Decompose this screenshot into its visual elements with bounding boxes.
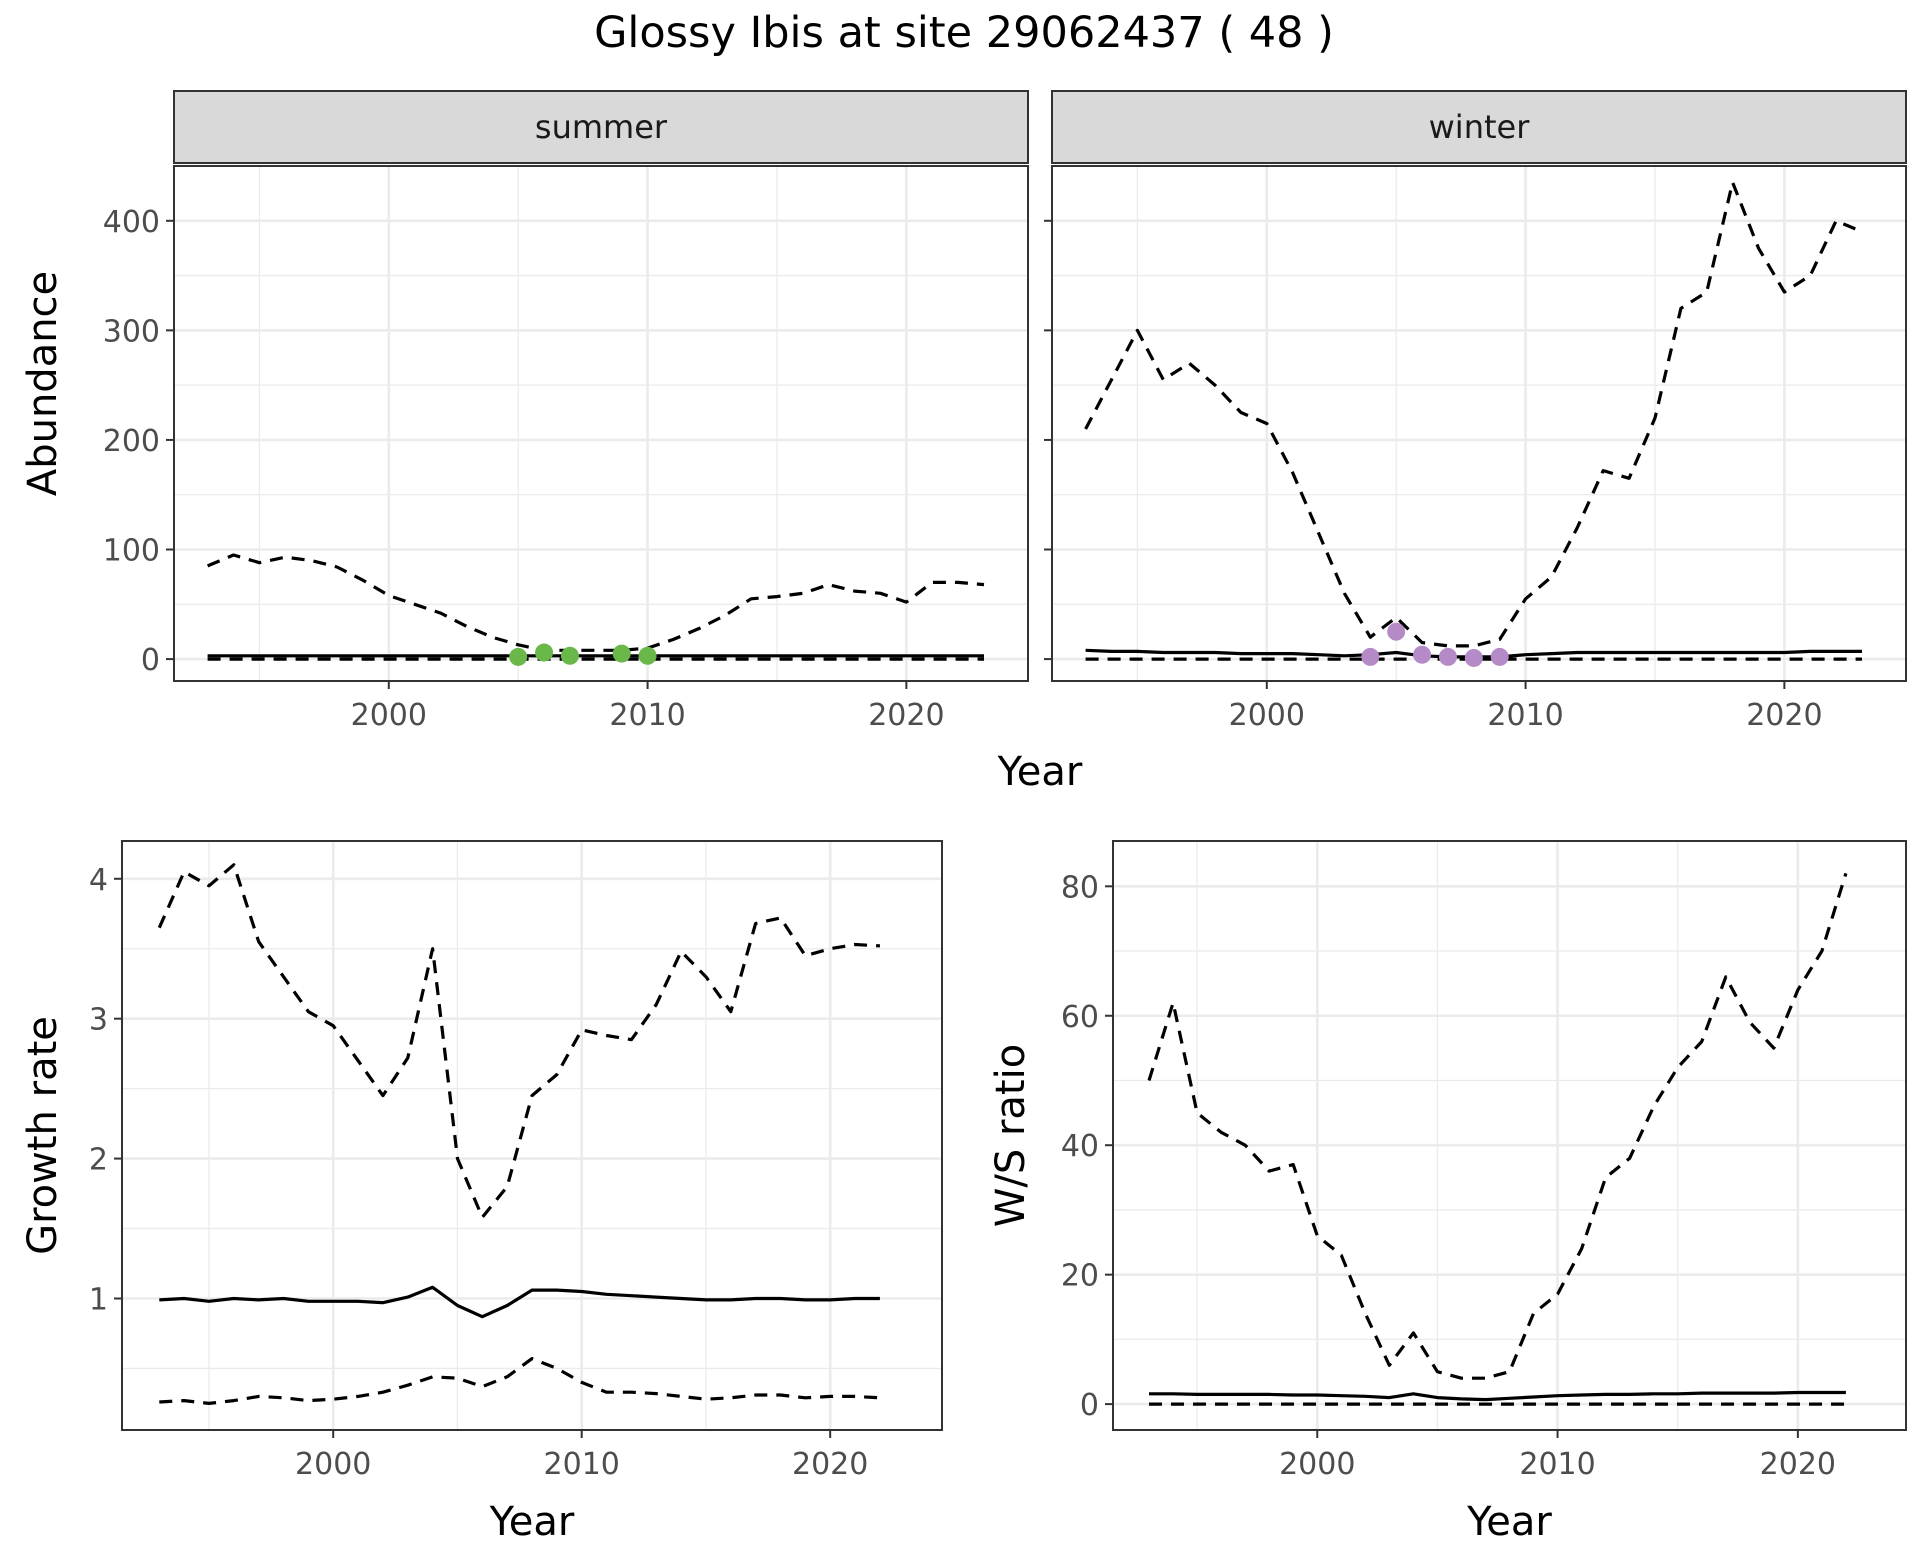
abundance-winter-x-tick-label: 2000 [1229,698,1305,733]
abundance-summer-y-tick-label: 200 [103,424,160,459]
ratio-y-tick-label: 40 [1061,1129,1099,1164]
ratio-series-bound-1 [1147,872,1848,1380]
abundance-summer-y-tick-label: 0 [141,643,160,678]
growth-y-tick-label: 4 [89,863,108,898]
abundance-summer-data-point [612,644,631,663]
growth-panel-background [122,841,942,1430]
ratio-y-tick-label: 0 [1080,1388,1099,1423]
abundance-summer-x-tick-label: 2010 [609,698,685,733]
abundance-winter-panel-background [1052,166,1906,681]
growth-x-tick-label: 2020 [792,1447,868,1482]
abundance-winter-data-point [1438,647,1457,666]
growth-x-tick-label: 2000 [295,1447,371,1482]
abundance-summer-series-bound-1 [206,553,985,652]
ratio-x-tick-label: 2010 [1519,1447,1595,1482]
abundance-winter-series-bound-1 [1084,180,1863,648]
ratio-x-tick-label: 2000 [1279,1447,1355,1482]
abundance-winter-points [1361,622,1509,667]
growth-series-group [157,863,880,1406]
abundance-winter-x-tick-label: 2020 [1746,698,1822,733]
abundance-summer-y-tick-label: 300 [103,314,160,349]
abundance-winter-strip [1051,90,1907,164]
growth-y-axis-title: Growth rate [20,1016,66,1255]
abundance-summer-y-tick-label: 400 [103,205,160,240]
abundance-summer-panel-border [173,165,1029,682]
growth-series-estimate-0 [159,1285,880,1319]
abundance-y-axis-title: Abundance [20,271,66,496]
abundance-winter-data-point [1490,647,1509,666]
ratio-panel-background [1113,841,1906,1430]
abundance-winter-panel-border [1051,165,1907,682]
ratio-y-tick-label: 20 [1061,1259,1099,1294]
abundance-summer-data-point [509,647,528,666]
ratio-series-group [1147,872,1848,1406]
abundance-summer-x-tick-label: 2020 [868,698,944,733]
growth-x-tick-label: 2010 [544,1447,620,1482]
abundance-summer-series-group [206,553,985,661]
ratio-series-estimate-0 [1149,1390,1846,1402]
chart-title: Glossy Ibis at site 29062437 ( 48 ) [594,8,1334,58]
ratio-panel-border [1112,840,1907,1431]
abundance-summer-y-tick-label: 100 [103,534,160,569]
abundance-winter-data-point [1387,622,1406,641]
growth-panel-border [121,840,943,1431]
growth-x-axis-title: Year [489,1499,575,1545]
ratio-x-axis-title: Year [1466,1499,1552,1545]
abundance-winter-data-point [1361,647,1380,666]
ratio-y-tick-label: 80 [1061,870,1099,905]
ratio-y-tick-label: 60 [1061,1000,1099,1035]
growth-series-bound-2 [159,1356,880,1406]
ratio-y-axis-title: W/S ratio [988,1044,1034,1227]
abundance-winter-data-point [1464,648,1483,667]
abundance-winter-data-point [1413,645,1432,664]
growth-y-tick-label: 3 [89,1003,108,1038]
abundance-summer-data-point [535,643,554,662]
abundance-summer-x-tick-label: 2000 [351,698,427,733]
abundance-summer-strip-label: summer [535,108,668,146]
abundance-summer-data-point [638,646,657,665]
abundance-summer-data-point [560,646,579,665]
abundance-summer-strip [173,90,1029,164]
growth-y-tick-label: 2 [89,1143,108,1178]
abundance-summer-points [509,643,657,666]
ratio-x-tick-label: 2020 [1760,1447,1836,1482]
abundance-winter-strip-label: winter [1429,108,1531,146]
abundance-winter-x-tick-label: 2010 [1487,698,1563,733]
growth-y-tick-label: 1 [89,1282,108,1317]
abundance-x-axis-title: Year [997,749,1083,795]
